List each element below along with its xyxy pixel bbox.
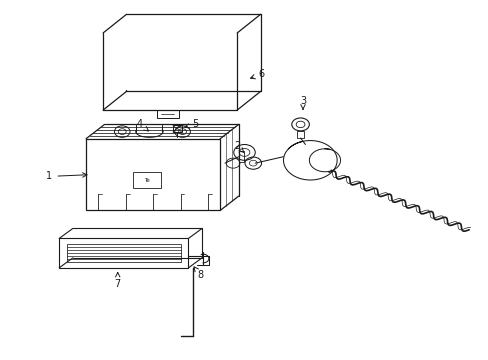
Bar bbox=[172, 126, 181, 132]
Text: 5: 5 bbox=[184, 120, 199, 129]
Bar bbox=[59, 238, 188, 268]
Text: 4: 4 bbox=[136, 120, 148, 131]
Text: 1: 1 bbox=[46, 171, 87, 181]
Text: 2: 2 bbox=[234, 141, 243, 152]
Bar bbox=[66, 244, 181, 262]
Text: Te: Te bbox=[144, 177, 150, 183]
Bar bbox=[157, 110, 178, 118]
Text: 7: 7 bbox=[114, 273, 121, 289]
Text: 3: 3 bbox=[299, 96, 305, 109]
Bar bbox=[86, 139, 220, 211]
Text: 8: 8 bbox=[194, 267, 203, 280]
Bar bbox=[133, 172, 161, 188]
Text: 6: 6 bbox=[250, 69, 264, 79]
Bar bbox=[238, 151, 244, 162]
Bar bbox=[296, 131, 304, 138]
